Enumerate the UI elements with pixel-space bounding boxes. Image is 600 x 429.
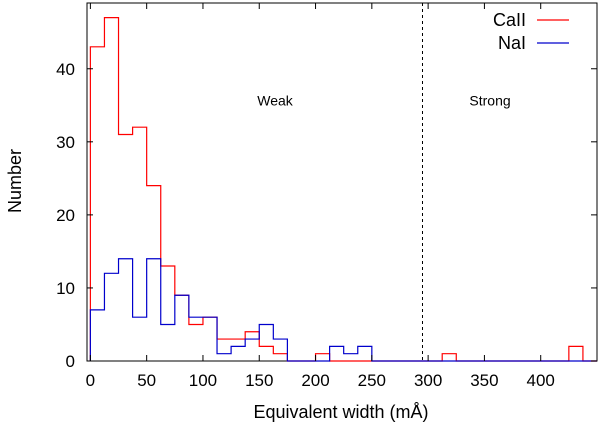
x-tick-label: 50 [137,371,156,390]
histogram-bin [330,346,344,361]
region-annotations: Weak Strong [257,92,510,108]
histogram-bin [273,339,287,361]
histogram-bin [344,354,358,361]
histogram-bin [104,273,118,361]
histogram-bin [161,324,175,361]
series-line [89,258,597,362]
legend-label: CaII [493,10,526,30]
histogram-bin [147,259,161,361]
series-nai [89,258,597,362]
x-axis: 0 50 100 150 200 250 300 350 400 [86,3,555,390]
legend: CaII NaI [493,10,569,53]
histogram-bin [133,317,147,361]
histogram-bin [189,317,203,361]
y-axis-title: Number [5,149,25,213]
x-tick-label: 300 [414,371,442,390]
histogram-bin [316,354,330,361]
y-tick-label: 10 [56,279,75,298]
x-tick-label: 150 [245,371,273,390]
annotation-weak: Weak [257,92,294,108]
histogram-bin [90,310,104,361]
histogram-bin [231,346,245,361]
series-layer [89,17,597,362]
x-tick-label: 350 [470,371,498,390]
histogram-bin [442,354,456,361]
y-tick-label: 30 [56,133,75,152]
x-tick-label: 100 [189,371,217,390]
y-tick-label: 0 [66,352,75,371]
y-axis: 0 10 20 30 40 [56,60,597,371]
x-tick-label: 400 [527,371,555,390]
annotation-strong: Strong [469,92,510,108]
histogram-bin [175,295,189,361]
histogram-bin [119,259,133,361]
legend-label: NaI [498,33,526,53]
y-tick-label: 40 [56,60,75,79]
histogram-bin [569,346,583,361]
x-tick-label: 250 [358,371,386,390]
histogram-bin [259,324,273,361]
histogram-bin [358,346,372,361]
histogram-bin [217,354,231,361]
x-tick-label: 200 [301,371,329,390]
x-tick-label: 0 [86,371,95,390]
x-axis-title: Equivalent width (mÅ) [253,402,428,422]
series-caii [89,17,597,362]
y-tick-label: 20 [56,206,75,225]
histogram-bin [245,339,259,361]
histogram-bin [203,317,217,361]
